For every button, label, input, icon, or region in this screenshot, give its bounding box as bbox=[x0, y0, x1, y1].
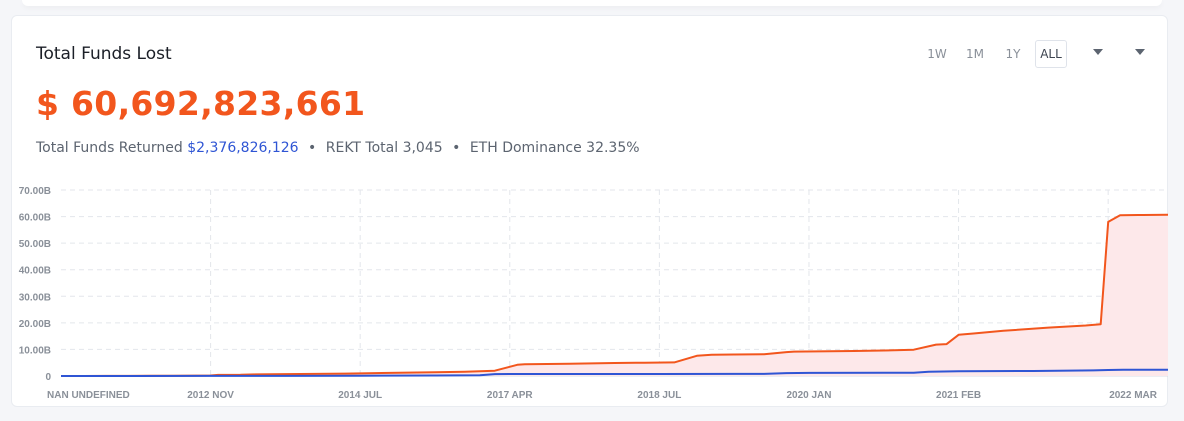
range-all-button[interactable]: ALL bbox=[1035, 40, 1067, 68]
eth-dominance: ETH Dominance 32.35% bbox=[469, 140, 640, 156]
y-tick-label: 0 bbox=[45, 372, 51, 383]
stats-separator: • bbox=[308, 140, 317, 156]
y-tick-label: 30.00B bbox=[19, 292, 51, 303]
range-1m-button[interactable]: 1M bbox=[966, 47, 984, 61]
funds-returned-label: Total Funds Returned bbox=[36, 140, 183, 156]
funds-lost-area bbox=[61, 214, 1168, 376]
x-tick-label: 2022 MAR bbox=[1109, 390, 1158, 401]
stats-separator: • bbox=[452, 140, 461, 156]
x-tick-label: 2012 NOV bbox=[187, 390, 234, 401]
y-tick-label: 10.00B bbox=[19, 345, 51, 356]
x-tick-label: 2017 APR bbox=[487, 390, 534, 401]
time-range-selector: 1W 1M 1Y ALL bbox=[921, 40, 1067, 68]
chart-area bbox=[61, 214, 1168, 376]
y-tick-label: 50.00B bbox=[19, 239, 51, 250]
total-funds-lost-value: $ 60,692,823,661 bbox=[36, 84, 366, 123]
range-1w-button[interactable]: 1W bbox=[927, 47, 947, 61]
y-tick-label: 60.00B bbox=[19, 213, 51, 224]
chevron-down-icon[interactable] bbox=[1093, 49, 1103, 55]
x-tick-label: NAN UNDEFINED bbox=[47, 390, 130, 401]
funds-returned-line bbox=[61, 368, 1169, 377]
y-tick-label: 40.00B bbox=[19, 266, 51, 277]
rekt-total: REKT Total 3,045 bbox=[325, 140, 443, 156]
funds-returned-value[interactable]: $2,376,826,126 bbox=[187, 140, 299, 156]
stats-line: Total Funds Returned $2,376,826,126 • RE… bbox=[36, 140, 640, 156]
card-title: Total Funds Lost bbox=[36, 44, 172, 64]
chart-lines bbox=[61, 213, 1169, 377]
x-axis-labels: NAN UNDEFINED 2012 NOV 2014 JUL 2017 APR 201… bbox=[47, 390, 1158, 401]
range-1y-button[interactable]: 1Y bbox=[1005, 47, 1021, 61]
x-tick-label: 2018 JUL bbox=[637, 390, 681, 401]
x-tick-label: 2021 FEB bbox=[936, 390, 981, 401]
x-tick-label: 2014 JUL bbox=[338, 390, 382, 401]
top-card-edge bbox=[22, 0, 1162, 6]
x-tick-label: 2020 JAN bbox=[786, 390, 831, 401]
y-tick-label: 70.00B bbox=[19, 186, 51, 197]
chevron-down-icon[interactable] bbox=[1135, 49, 1145, 55]
y-axis-labels: 0 10.00B 20.00B 30.00B 40.00B 50.00B 60.00B 70.… bbox=[19, 186, 52, 383]
y-tick-label: 20.00B bbox=[19, 319, 51, 330]
